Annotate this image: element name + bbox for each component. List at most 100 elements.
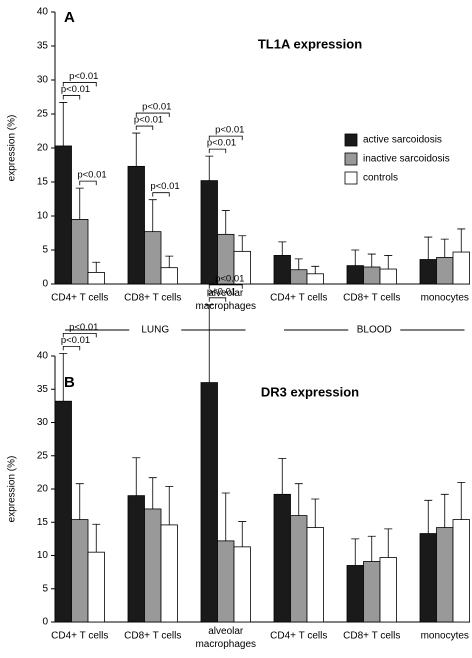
legend-label: controls [363,173,398,184]
significance-bracket [152,192,170,197]
error-bar [148,477,157,509]
error-bar [92,261,101,273]
panel-letter: B [64,374,75,391]
error-bar [59,352,68,402]
error-bar [278,458,287,495]
bar [379,557,397,623]
bar [273,255,291,285]
bar [87,272,105,285]
significance-label: p<0.01 [215,125,244,136]
y-tick-label: 35 [37,384,49,395]
y-tick-label: 20 [37,484,49,495]
error-bar [367,535,376,562]
y-tick-label: 5 [42,583,48,594]
legend-swatch [344,171,358,185]
error-bar [165,485,174,525]
significance-label: p<0.01 [77,170,106,181]
bar [54,400,72,623]
error-bar [457,481,466,520]
bar [273,493,291,623]
error-bar [148,199,157,232]
bar [306,527,324,623]
error-bar [384,528,393,558]
bar [200,180,218,285]
y-tick-label: 25 [37,450,49,461]
x-tick-label: monocytes [421,631,469,642]
y-tick-label: 30 [37,417,49,428]
significance-bracket [208,284,243,289]
bar [436,527,454,623]
bar [87,551,105,623]
error-bar [92,523,101,553]
x-tick-label: alveolar macrophages [195,288,256,312]
error-bar [59,102,68,146]
error-bar [221,492,230,541]
significance-bracket [135,112,170,118]
x-tick-label: CD8+ T cells [343,293,400,304]
error-bar [132,132,141,167]
x-tick-label: CD4+ T cells [51,631,108,642]
significance-bracket [208,148,227,154]
bar [160,524,178,623]
legend-swatch [344,133,358,147]
error-bar [278,241,287,256]
bar [379,268,397,285]
error-bar [205,155,214,181]
bar [290,269,308,285]
error-bar [221,210,230,235]
error-bar [238,521,247,547]
bar [127,495,145,623]
bar [419,259,437,285]
error-bar [424,499,433,534]
error-bar [311,498,320,528]
significance-bracket [135,125,154,131]
significance-bracket [62,82,97,87]
x-tick-label: CD8+ T cells [124,631,181,642]
x-tick-label: CD4+ T cells [270,293,327,304]
error-bar [351,249,360,266]
chart-title: TL1A expression [258,36,362,51]
chart-title: DR3 expression [261,384,359,399]
error-bar [294,258,303,270]
bar [144,508,162,623]
bar [452,251,470,285]
significance-label: p<0.01 [69,322,98,333]
y-tick-label: 10 [37,211,49,222]
error-bar [440,493,449,528]
x-tick-label: monocytes [421,293,469,304]
significance-bracket [62,95,81,100]
error-bar [294,483,303,516]
error-bar [165,255,174,268]
error-bar [367,253,376,267]
bar [200,382,218,623]
x-tick-label: alveolar macrophages [195,626,256,650]
significance-bracket [62,332,97,338]
y-tick-label: 40 [37,7,49,18]
significance-bracket [208,135,243,141]
significance-label: p<0.01 [207,138,236,149]
bar [346,265,364,285]
error-bar [75,187,84,220]
bar [306,273,324,285]
significance-label: p<0.01 [142,102,171,113]
x-tick-label: CD8+ T cells [124,293,181,304]
bar [144,231,162,285]
y-tick-label: 35 [37,41,49,52]
bar [71,519,89,623]
significance-label: p<0.01 [215,273,244,284]
bar [71,218,89,285]
legend-label: inactive sarcoidosis [363,154,450,165]
error-bar [384,255,393,270]
y-tick-label: 15 [37,177,49,188]
error-bar [311,265,320,274]
bar [233,546,251,623]
y-tick-label: 30 [37,75,49,86]
significance-label: p<0.01 [207,286,236,297]
error-bar [440,238,449,258]
error-bar [75,483,84,520]
significance-label: p<0.01 [69,71,98,82]
group-label: BLOOD [357,325,392,336]
group-label: LUNG [141,325,169,336]
bar [346,565,364,623]
